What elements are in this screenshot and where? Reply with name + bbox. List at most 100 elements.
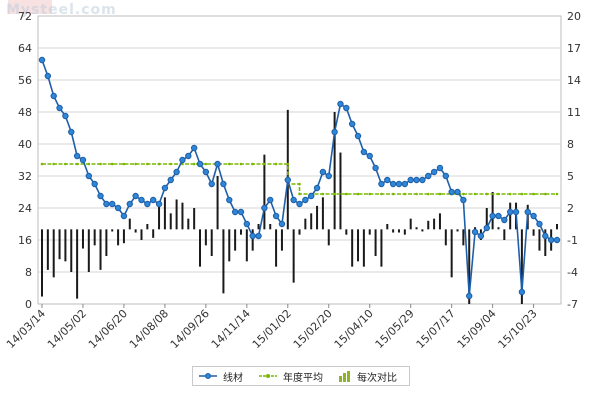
price-point	[255, 232, 262, 240]
price-point	[132, 192, 139, 200]
average-point	[298, 192, 301, 196]
average-point	[333, 192, 336, 196]
bar	[392, 229, 395, 233]
bar	[339, 152, 342, 230]
bar	[438, 213, 441, 230]
price-point	[208, 180, 215, 188]
price-point	[73, 152, 81, 160]
price-point	[343, 104, 350, 112]
price-point	[109, 200, 116, 208]
average-point	[497, 192, 500, 196]
bar	[538, 229, 541, 251]
price-point	[185, 152, 192, 160]
x-tick-label: 15/07/17	[414, 307, 458, 351]
price-point	[114, 204, 122, 212]
legend-item-price[interactable]: 线材	[199, 369, 243, 384]
bar	[304, 218, 307, 230]
y-right-tick-label: 8	[567, 138, 574, 151]
bar	[41, 229, 43, 297]
price-point	[413, 176, 420, 184]
bar	[462, 229, 465, 246]
average-point	[134, 162, 137, 166]
average-point	[403, 192, 407, 196]
price-point	[272, 212, 280, 220]
y-left-tick-label: 16	[18, 234, 32, 247]
y-right-tick-label: 14	[567, 74, 581, 87]
bar	[76, 229, 79, 299]
bar	[99, 229, 102, 270]
bar	[316, 205, 319, 230]
price-point	[302, 196, 309, 204]
price-point	[120, 212, 128, 220]
average-point	[462, 192, 465, 196]
bar	[52, 229, 55, 278]
bar	[298, 229, 301, 235]
average-point	[380, 192, 383, 196]
price-point	[44, 72, 52, 80]
bar	[93, 229, 96, 246]
price-point	[337, 100, 344, 108]
average-point	[473, 192, 477, 196]
bar	[140, 229, 143, 240]
bar	[234, 229, 237, 251]
average-point	[368, 192, 372, 196]
price-point	[448, 188, 455, 196]
legend-item-comparison[interactable]: 每次对比	[339, 369, 397, 384]
price-point	[161, 184, 169, 192]
price-point	[173, 168, 180, 176]
legend-item-average[interactable]: 年度平均	[259, 369, 323, 384]
bar	[485, 208, 488, 230]
bar	[403, 229, 406, 235]
y-left-tick-label: 40	[18, 138, 32, 151]
average-point	[263, 162, 266, 166]
average-point	[64, 162, 67, 166]
y-left-tick-label: 8	[25, 266, 32, 279]
bar	[345, 229, 348, 235]
bar	[321, 197, 324, 230]
bar	[421, 229, 424, 232]
bar	[433, 218, 436, 230]
average-point	[274, 162, 278, 166]
average-point	[204, 162, 208, 166]
price-point	[144, 200, 151, 208]
average-point	[508, 192, 512, 196]
average-point	[426, 192, 430, 196]
price-point	[237, 208, 245, 216]
price-point	[536, 220, 543, 228]
watermark: Mysteel.com	[6, 2, 117, 18]
price-line-layer	[38, 56, 561, 300]
average-point	[110, 162, 114, 166]
price-point	[220, 180, 227, 188]
average-point	[251, 162, 254, 166]
price-point	[372, 164, 379, 172]
average-point	[181, 162, 184, 166]
price-point	[308, 192, 315, 200]
price-point	[319, 168, 327, 176]
bar	[158, 202, 161, 230]
bar	[128, 218, 131, 230]
price-point	[290, 196, 297, 204]
bar	[362, 229, 365, 267]
price-point	[483, 224, 490, 232]
bar	[520, 229, 523, 304]
average-point	[40, 162, 44, 166]
bar	[70, 229, 73, 272]
price-point	[167, 176, 174, 184]
x-tick-label: 14/11/14	[209, 307, 253, 351]
average-point	[520, 192, 524, 196]
average-point	[87, 162, 91, 166]
bar	[228, 229, 231, 262]
y-left-tick-label: 0	[25, 298, 32, 311]
bar	[333, 112, 336, 230]
watermark-badge	[8, 0, 52, 14]
x-tick-label: 14/03/14	[4, 307, 48, 351]
price-point	[425, 172, 432, 180]
bar	[175, 199, 178, 230]
price-point	[243, 220, 251, 228]
price-point	[196, 160, 204, 168]
x-tick-label: 15/02/20	[291, 307, 335, 351]
average-point	[239, 162, 243, 166]
price-point	[179, 156, 186, 164]
x-tick-label: 14/09/26	[168, 307, 212, 351]
